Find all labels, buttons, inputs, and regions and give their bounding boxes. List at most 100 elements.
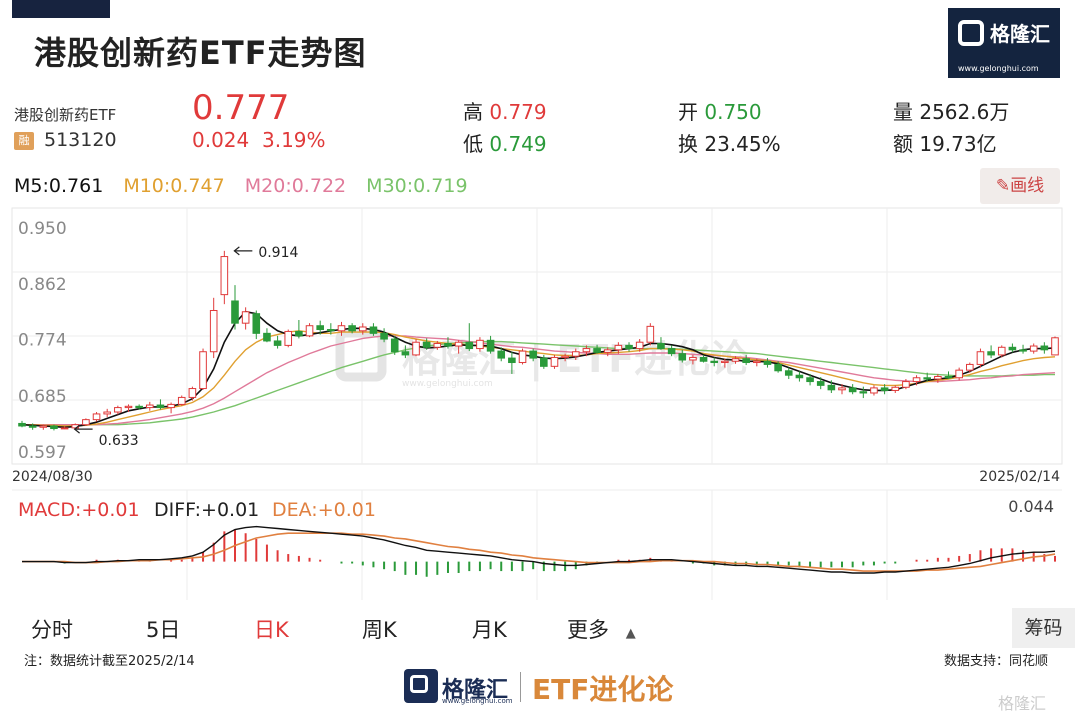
brand-divider (520, 672, 521, 702)
candle-body (721, 360, 729, 364)
security-name: 港股创新药ETF (14, 106, 117, 124)
tab-daily-k[interactable]: 日K (254, 618, 289, 642)
chip-distribution-button[interactable]: 筹码 (1012, 608, 1075, 648)
candle-body (444, 342, 452, 347)
kline-labels: 0.950 0.862 0.774 0.685 0.597 2024/08/30 2025/… (12, 219, 1060, 485)
tab-more[interactable]: 更多 ▲ (567, 614, 636, 644)
data-source: 数据支持：同花顺 (944, 654, 1049, 669)
brand-name: 格隆汇 (442, 678, 509, 703)
tab-5day[interactable]: 5日 (146, 618, 181, 642)
candle-body (987, 351, 995, 356)
kline-ma-lines (21, 310, 1056, 429)
stat-amount-label: 额 (893, 132, 913, 156)
macd-dea-line (22, 532, 1056, 572)
dea-legend: DEA:+0.01 (272, 499, 376, 521)
candle-body (518, 350, 527, 364)
candle-body (603, 349, 612, 353)
stat-high-label: 高 (463, 100, 483, 124)
candle-body (934, 375, 942, 380)
candle-body (699, 356, 708, 362)
candle-body (358, 326, 367, 332)
candle-body (433, 342, 442, 348)
candle-body (1051, 337, 1059, 356)
stat-volume-value: 2562.6万 (919, 100, 1010, 124)
candle-body (497, 350, 506, 359)
y-tick-label: 0.862 (18, 275, 67, 295)
footnote: 注：数据统计截至2025/2/14 (24, 654, 195, 669)
stat-amount-value: 19.73亿 (919, 132, 997, 156)
candle-body (880, 387, 889, 391)
macd-top-value: 0.044 (1008, 497, 1054, 516)
y-tick-label: 0.597 (18, 443, 67, 463)
candle-body (114, 407, 122, 413)
candle-body (1029, 345, 1038, 352)
candle-body (571, 351, 580, 357)
candle-body (284, 330, 293, 346)
candle-body (156, 404, 165, 409)
candle-body (337, 325, 346, 332)
candle-body (838, 387, 846, 391)
candle-body (124, 405, 133, 409)
start-date-label: 2024/08/30 (12, 469, 93, 485)
draw-line-button[interactable]: ✎画线 (980, 168, 1060, 204)
candle-body (401, 351, 410, 356)
stat-low: 低 0.749 (463, 128, 547, 157)
brand-g-icon (404, 669, 438, 703)
candle-body (327, 329, 335, 332)
candle-body (486, 339, 495, 352)
candle-body (550, 356, 559, 367)
price-change: 0.024 3.19% (192, 128, 326, 152)
candle-body (848, 387, 857, 393)
stat-turnover: 换 23.45% (678, 128, 781, 157)
candle-body (859, 391, 868, 394)
candle-body (220, 256, 229, 296)
tab-timeshare[interactable]: 分时 (31, 618, 73, 642)
candle-body (667, 348, 676, 355)
stat-turnover-value: 23.45% (704, 132, 781, 156)
watermark-url: www.gelonghui.com (402, 379, 493, 389)
candle-body (827, 384, 836, 391)
candle-body (263, 332, 271, 342)
stat-turnover-label: 换 (678, 132, 698, 156)
stat-low-value: 0.749 (489, 132, 547, 156)
kline-candles (18, 250, 1059, 431)
candle-body (870, 387, 878, 394)
candle-body (145, 404, 154, 409)
stat-open-label: 开 (678, 100, 698, 124)
candle-body (742, 358, 750, 364)
kline-grid (11, 207, 1063, 465)
ma20-legend: M20:0.722 (244, 175, 347, 197)
candle-body (390, 338, 399, 353)
stat-open: 开 0.750 (678, 96, 762, 125)
candle-body (508, 357, 516, 364)
ma-line-m20 (22, 335, 1056, 426)
candle-body (252, 313, 261, 334)
candle-body (976, 351, 985, 365)
tab-monthly-k[interactable]: 月K (472, 618, 507, 642)
candle-body (316, 325, 324, 331)
logo-g-icon (958, 20, 984, 46)
candle-body (955, 369, 963, 379)
candle-body (412, 341, 420, 356)
diff-legend: DIFF:+0.01 (154, 499, 259, 521)
last-price: 0.777 (192, 88, 290, 128)
tab-weekly-k[interactable]: 周K (362, 618, 397, 642)
y-tick-label: 0.774 (18, 331, 67, 351)
stat-high-value: 0.779 (489, 100, 547, 124)
brand-url: www.gelonghui.com (442, 697, 513, 705)
candle-body (50, 425, 58, 430)
annotation-label: 0.914 (258, 245, 298, 261)
candle-body (997, 346, 1006, 356)
candle-body (944, 375, 953, 379)
candle-body (241, 311, 250, 324)
draw-line-label: 画线 (1010, 176, 1045, 196)
stat-amount: 额 19.73亿 (893, 128, 997, 157)
candle-body (103, 411, 111, 415)
corner-watermark: 格隆汇 (998, 694, 1047, 713)
annotation-arrowhead (233, 246, 240, 256)
stat-volume: 量 2562.6万 (893, 96, 1009, 125)
candle-body (529, 350, 537, 359)
ma10-legend: M10:0.747 (123, 175, 225, 197)
header-corner-tab (12, 0, 110, 18)
